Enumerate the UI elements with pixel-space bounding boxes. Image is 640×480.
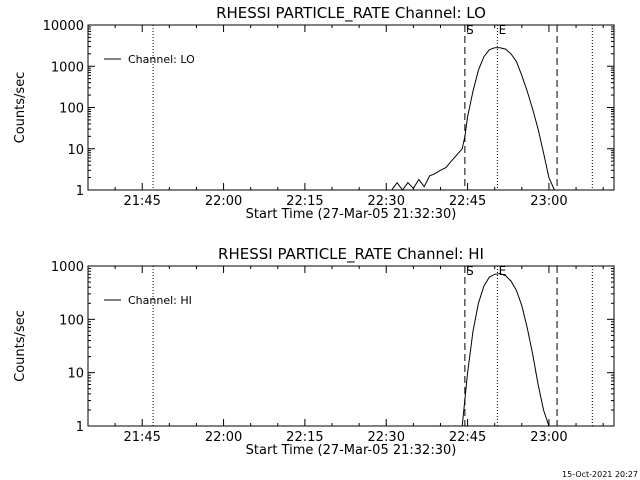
footer-timestamp: 15-Oct-2021 20:27 <box>562 470 638 479</box>
y-tick-label: 10 <box>67 143 84 158</box>
y-tick-label: 1000 <box>51 260 84 275</box>
event-marker-label: S <box>466 264 474 278</box>
series-line <box>461 273 550 427</box>
x-tick-label: 22:00 <box>205 194 242 209</box>
event-marker-label: E <box>499 23 507 37</box>
series-line <box>391 47 555 191</box>
x-tick-label: 22:00 <box>205 430 242 445</box>
legend-label: Channel: HI <box>128 294 192 307</box>
x-tick-label: 22:45 <box>449 430 486 445</box>
y-tick-label: 100 <box>59 102 84 117</box>
x-tick-label: 22:30 <box>368 194 405 209</box>
y-axis-label: Counts/sec <box>13 72 28 144</box>
x-tick-label: 22:15 <box>286 194 323 209</box>
y-tick-label: 1000 <box>51 60 84 75</box>
legend-label: Channel: LO <box>128 53 195 66</box>
chart-title: RHESSI PARTICLE_RATE Channel: HI <box>218 245 484 264</box>
x-axis-label: Start Time (27-Mar-05 21:32:30) <box>246 443 457 458</box>
x-tick-label: 22:15 <box>286 430 323 445</box>
x-tick-label: 22:45 <box>449 194 486 209</box>
plot-frame <box>87 24 615 191</box>
y-tick-label: 100 <box>59 313 84 328</box>
y-tick-label: 1 <box>76 184 84 199</box>
x-tick-label: 23:00 <box>530 430 567 445</box>
chart-title: RHESSI PARTICLE_RATE Channel: LO <box>216 4 486 23</box>
x-tick-label: 23:00 <box>530 194 567 209</box>
event-marker-label: E <box>499 264 507 278</box>
lo-channel-panel: RHESSI PARTICLE_RATE Channel: LO Start Ti… <box>13 4 615 222</box>
x-axis-label: Start Time (27-Mar-05 21:32:30) <box>246 207 457 222</box>
y-axis-label: Counts/sec <box>13 310 28 382</box>
x-tick-label: 21:45 <box>123 194 160 209</box>
plot-frame <box>87 265 615 427</box>
y-tick-label: 10000 <box>43 19 84 34</box>
y-tick-label: 10 <box>67 367 84 382</box>
event-marker-label: S <box>466 23 474 37</box>
y-tick-label: 1 <box>76 420 84 435</box>
x-tick-label: 21:45 <box>123 430 160 445</box>
hi-channel-panel: RHESSI PARTICLE_RATE Channel: HI Start Ti… <box>13 245 615 458</box>
x-tick-label: 22:30 <box>368 430 405 445</box>
